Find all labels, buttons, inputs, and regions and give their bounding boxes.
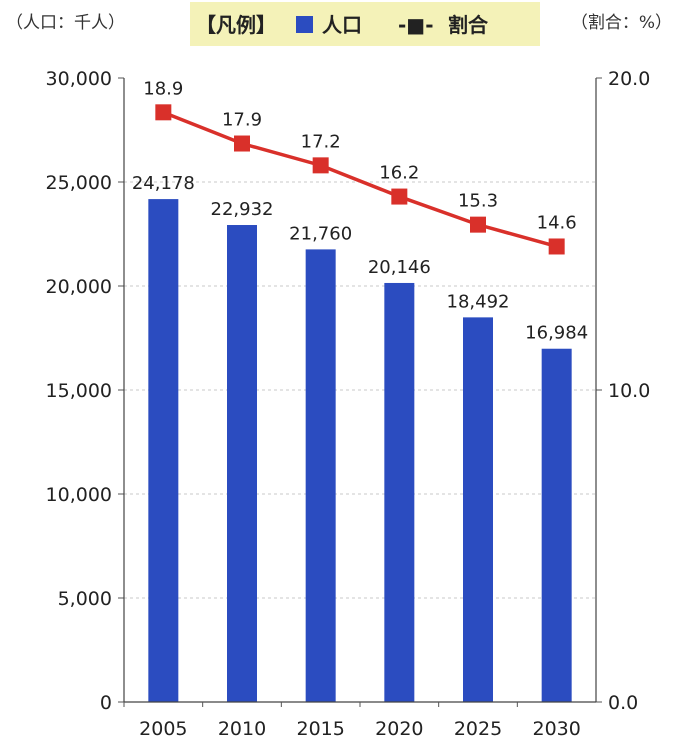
ratio-point (470, 216, 486, 233)
population-bar (227, 225, 257, 702)
x-axis-tick-labels: 2005 2010 2015 2020 2025 2030 (139, 718, 581, 740)
gridlines (118, 77, 602, 703)
ratio-line (162, 110, 558, 249)
population-bar (148, 199, 179, 702)
population-bar (463, 317, 493, 702)
ratio-point (312, 157, 329, 174)
right-axis-unit-label: （割合：%） (571, 13, 672, 33)
ratio-point-label: 18.9 (143, 78, 183, 99)
ratio-point-label: 17.2 (301, 131, 341, 152)
population-bar (384, 282, 415, 702)
x-tick-label: 2030 (532, 718, 580, 740)
ratio-point-label: 17.9 (222, 110, 262, 131)
left-tick-label: 15,000 (46, 380, 112, 402)
x-tick-label: 2020 (375, 718, 423, 740)
right-axis-tick-labels: 0.0 10.0 20.0 (608, 68, 650, 714)
left-tick-label: 10,000 (46, 484, 112, 506)
left-axis-unit-label: （人口：千人） (6, 13, 125, 33)
x-tick-label: 2010 (218, 718, 266, 740)
legend: 【凡例】 人口 -■- 割合 (190, 2, 540, 46)
legend-background (190, 2, 540, 46)
left-axis-tick-labels: 0 5,000 10,000 15,000 20,000 25,000 30,000 (46, 68, 112, 714)
population-bar-label: 21,760 (289, 223, 352, 244)
axes (123, 78, 597, 707)
ratio-point (234, 135, 250, 152)
population-bar-label: 22,932 (211, 199, 274, 220)
ratio-point (548, 238, 565, 255)
left-tick-label: 25,000 (46, 172, 112, 194)
right-tick-label: 0.0 (608, 692, 638, 714)
bar-series: 24,178 22,932 21,760 20,146 18,492 16,984 (132, 173, 588, 702)
population-bar-label: 16,984 (525, 323, 588, 344)
left-tick-label: 20,000 (46, 276, 112, 298)
x-tick-label: 2015 (296, 718, 344, 740)
ratio-point-label: 15.3 (458, 191, 498, 212)
legend-line-marker: -■- (398, 13, 434, 37)
population-bar-label: 20,146 (368, 257, 431, 278)
left-tick-label: 0 (100, 692, 112, 714)
right-tick-label: 20.0 (608, 68, 650, 90)
ratio-point (155, 104, 172, 121)
legend-line-name: 割合 (448, 13, 489, 37)
legend-bar-name: 人口 (322, 13, 362, 37)
x-tick-label: 2005 (139, 718, 187, 740)
population-bar (541, 348, 572, 702)
legend-bar-swatch (296, 16, 313, 33)
ratio-point (391, 188, 408, 205)
x-tick-label: 2025 (454, 718, 502, 740)
left-tick-label: 5,000 (58, 588, 112, 610)
line-series: 18.9 17.9 17.2 16.2 15.3 14.6 (143, 78, 577, 255)
population-bar (305, 249, 336, 702)
legend-title: 【凡例】 (196, 13, 276, 37)
left-tick-label: 30,000 (46, 68, 112, 90)
ratio-point-label: 14.6 (537, 212, 577, 233)
right-tick-label: 10.0 (608, 380, 650, 402)
population-bar-label: 24,178 (132, 173, 195, 194)
population-bar-label: 18,492 (447, 291, 510, 312)
ratio-point-label: 16.2 (379, 163, 419, 184)
